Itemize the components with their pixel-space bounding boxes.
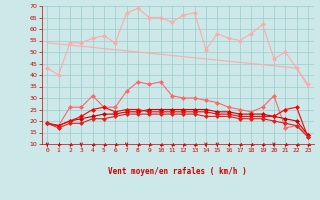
X-axis label: Vent moyen/en rafales ( km/h ): Vent moyen/en rafales ( km/h ) (108, 167, 247, 176)
